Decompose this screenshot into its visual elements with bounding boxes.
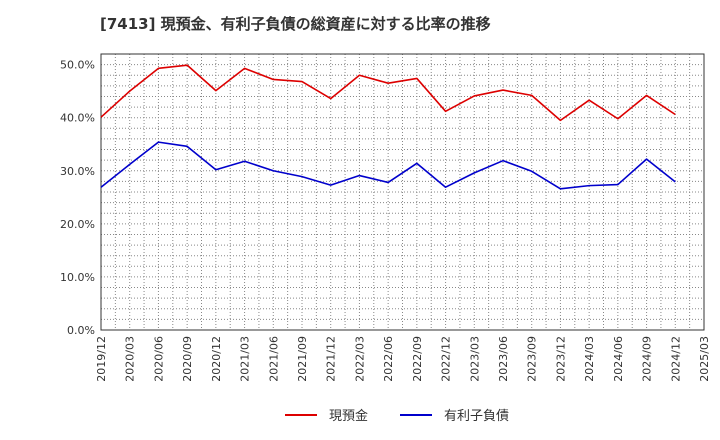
x-tick-label: 2022/12 [440,336,453,382]
legend: 現預金 有利子負債 [285,408,509,424]
series-line-debt [100,141,676,190]
y-tick-label: 50.0% [60,59,95,72]
x-tick-label: 2020/09 [181,336,194,382]
x-tick-label: 2021/12 [325,336,338,382]
grid [100,53,705,331]
x-tick-label: 2023/03 [468,336,481,382]
y-tick-label: 30.0% [60,165,95,178]
x-tick-label: 2021/06 [267,336,280,382]
x-tick-label: 2019/12 [95,336,108,382]
series [100,64,676,190]
x-tick-label: 2022/06 [382,336,395,382]
x-tick-label: 2021/03 [239,336,252,382]
y-tick-label: 0.0% [67,324,95,337]
x-tick-label: 2022/09 [411,336,424,382]
y-tick-label: 40.0% [60,112,95,125]
x-tick-label: 2020/06 [152,336,165,382]
x-tick-label: 2024/12 [669,336,682,382]
x-tick-label: 2023/12 [554,336,567,382]
y-tick-label: 10.0% [60,271,95,284]
x-tick-label: 2023/06 [497,336,510,382]
x-tick-label: 2025/03 [698,336,711,382]
x-tick-label: 2020/12 [210,336,223,382]
chart-title: [7413] 現預金、有利子負債の総資産に対する比率の推移 [100,15,491,33]
plot-frame [100,53,705,331]
x-tick-label: 2022/03 [353,336,366,382]
series-line-cash [100,64,676,122]
x-tick-label: 2024/03 [583,336,596,382]
x-tick-label: 2024/09 [641,336,654,382]
x-axis-ticks: 2019/12 2020/03 2020/06 2020/09 2020/12 2021/… [95,336,711,382]
y-axis-ticks: 0.0% 10.0% 20.0% 30.0% 40.0% 50.0% [60,59,95,337]
legend-label: 有利子負債 [444,409,509,424]
x-tick-label: 2024/06 [612,336,625,382]
legend-label: 現預金 [329,408,368,424]
y-tick-label: 20.0% [60,218,95,231]
x-tick-label: 2021/09 [296,336,309,382]
x-tick-label: 2023/09 [526,336,539,382]
x-tick-label: 2020/03 [124,336,137,382]
